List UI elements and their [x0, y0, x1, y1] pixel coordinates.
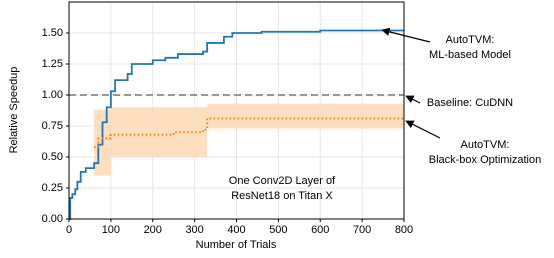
annotation: ML-based Model — [429, 49, 511, 61]
annotation-arrow — [405, 120, 441, 139]
y-axis-label: Relative Speedup — [8, 67, 20, 154]
annotation-arrow — [405, 95, 421, 104]
plot-frame — [68, 1, 405, 220]
series-line — [94, 117, 404, 149]
x-tick-label: 600 — [311, 224, 329, 236]
annotation: AutoTVM: — [461, 139, 510, 151]
series-line — [69, 29, 404, 220]
annotation: Baseline: CuDNN — [427, 97, 513, 109]
x-tick-label: 800 — [395, 224, 413, 236]
y-tick-label: 0.75 — [42, 120, 63, 132]
x-tick-label: 500 — [269, 224, 287, 236]
y-tick-label: 1.50 — [42, 27, 63, 39]
x-tick-label: 200 — [144, 224, 162, 236]
x-tick-label: 400 — [227, 224, 245, 236]
annotation: AutoTVM: — [446, 34, 495, 46]
confidence-band — [94, 103, 404, 176]
x-axis-label: Number of Trials — [196, 239, 277, 251]
y-tick-label: 0.50 — [42, 151, 63, 163]
annotation-arrow — [381, 27, 431, 43]
y-tick-label: 1.25 — [42, 58, 63, 70]
annotation: Black-box Optimization — [429, 154, 542, 166]
annotation: One Conv2D Layer of — [229, 175, 336, 187]
x-tick-label: 100 — [102, 224, 120, 236]
x-tick-label: 700 — [353, 224, 371, 236]
y-tick-label: 0.25 — [42, 182, 63, 194]
y-tick-label: 0.00 — [42, 213, 63, 225]
annotation: ResNet18 on Titan X — [231, 190, 333, 202]
x-tick-label: 0 — [66, 224, 72, 236]
y-tick-label: 1.00 — [42, 89, 63, 101]
x-tick-label: 300 — [185, 224, 203, 236]
